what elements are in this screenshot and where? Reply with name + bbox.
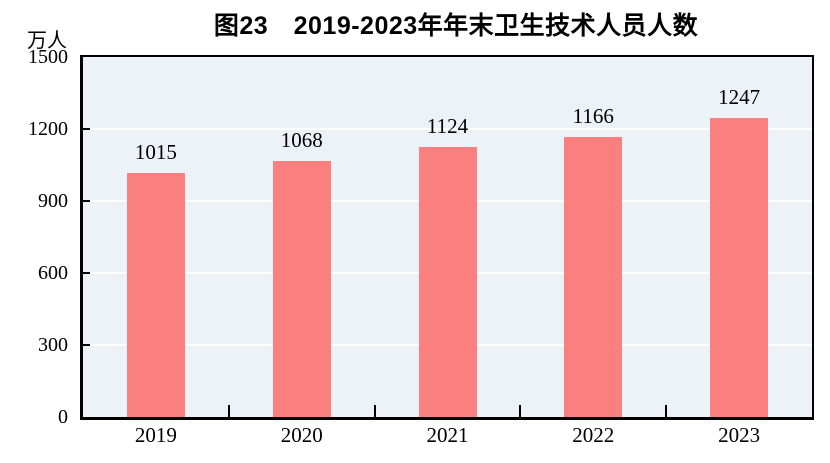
- y-tick: [83, 272, 90, 274]
- x-axis-label: 2020: [280, 423, 323, 447]
- bar-value-label: 1124: [426, 114, 469, 139]
- y-tick-label: 900: [38, 190, 68, 212]
- x-tick: [227, 405, 230, 417]
- y-tick: [83, 200, 90, 202]
- y-tick-label: 0: [58, 406, 68, 428]
- bar-value-label: 1015: [134, 140, 177, 165]
- x-tick: [665, 405, 668, 417]
- y-tick: [83, 128, 90, 130]
- y-tick-label: 300: [38, 334, 68, 356]
- y-tick-label: 600: [38, 262, 68, 284]
- y-axis-tick-labels: 0 300 600 900 1200 1500: [0, 46, 72, 428]
- x-axis-label: 2023: [718, 423, 761, 447]
- x-tick: [519, 405, 522, 417]
- x-axis-label: 2021: [426, 423, 469, 447]
- bar-value-label: 1247: [718, 84, 761, 109]
- x-tick: [373, 405, 376, 417]
- y-tick-label: 1200: [28, 118, 68, 140]
- bar: [418, 147, 477, 417]
- gridline: [83, 128, 812, 130]
- bar-value-label: 1166: [572, 104, 614, 129]
- bar-value-label: 1068: [280, 127, 323, 152]
- x-axis-label: 2022: [572, 423, 615, 447]
- plot-area: 1015 1068 1124 1166 1247: [80, 55, 814, 420]
- chart-title: 图23 2019-2023年年末卫生技术人员人数: [213, 12, 699, 40]
- bar: [272, 160, 331, 417]
- x-axis-labels: 2019 2020 2021 2022 2023: [83, 423, 812, 453]
- bar: [564, 137, 623, 417]
- bar: [126, 173, 185, 417]
- x-axis-label: 2019: [134, 423, 177, 447]
- y-tick-label: 1500: [28, 46, 68, 68]
- bar: [710, 117, 769, 417]
- y-tick: [83, 344, 90, 346]
- y-axis-unit-label: 万人: [27, 30, 67, 52]
